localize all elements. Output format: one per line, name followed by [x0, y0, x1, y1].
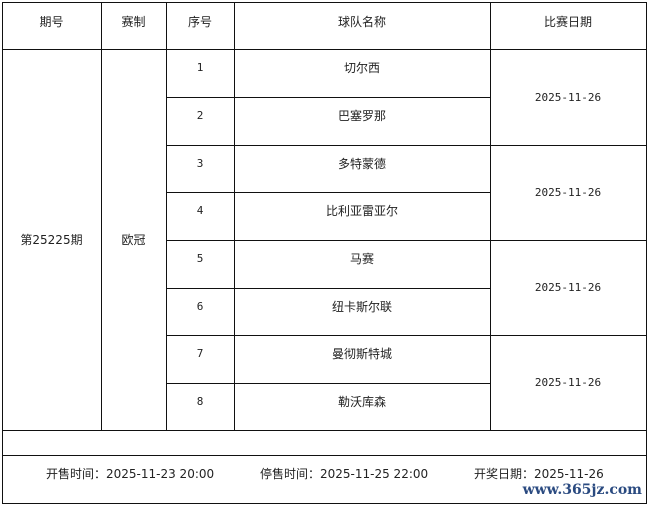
- border: [234, 288, 490, 289]
- border: [490, 2, 491, 431]
- border: [166, 288, 234, 289]
- team-no: 5: [196, 251, 204, 265]
- sale-start-time: 开售时间：2025-11-23 20:00: [46, 467, 215, 481]
- match-date: 2025-11-26: [534, 90, 602, 104]
- sale-end-time: 停售时间：2025-11-25 22:00: [260, 467, 429, 481]
- border: [2, 49, 647, 50]
- team-no: 4: [196, 203, 204, 217]
- team-no: 3: [196, 156, 204, 170]
- watermark: www.365jz.com: [522, 482, 642, 498]
- border: [166, 192, 234, 193]
- border: [166, 383, 234, 384]
- border: [234, 192, 490, 193]
- border: [166, 97, 234, 98]
- border: [2, 503, 647, 504]
- border: [166, 145, 647, 146]
- border: [234, 97, 490, 98]
- header-issue: 期号: [39, 14, 64, 29]
- border: [101, 2, 102, 431]
- border: [166, 335, 647, 336]
- team-name: 曼彻斯特城: [331, 346, 392, 361]
- issue-cell: 第25225期: [20, 233, 83, 247]
- header-team: 球队名称: [337, 14, 386, 29]
- border: [646, 2, 647, 504]
- border: [234, 2, 235, 431]
- match-date: 2025-11-26: [534, 186, 602, 199]
- team-no: 6: [196, 299, 204, 313]
- team-name: 切尔西: [343, 60, 380, 75]
- team-no: 8: [196, 394, 204, 408]
- team-name: 巴塞罗那: [337, 108, 386, 123]
- team-name: 马赛: [349, 251, 374, 266]
- border: [2, 2, 3, 504]
- team-no: 7: [196, 346, 204, 360]
- border: [234, 383, 490, 384]
- border: [166, 2, 167, 431]
- draw-date: 开奖日期：2025-11-26: [474, 467, 604, 481]
- border: [166, 240, 647, 241]
- team-no: 2: [196, 108, 204, 122]
- format-cell: 欧冠: [121, 233, 146, 247]
- team-name: 纽卡斯尔联: [331, 299, 392, 314]
- header-no: 序号: [187, 14, 212, 29]
- header-date: 比赛日期: [543, 14, 592, 29]
- header-format: 赛制: [121, 14, 146, 29]
- team-name: 比利亚雷亚尔: [325, 203, 398, 218]
- border: [2, 455, 647, 456]
- border: [2, 430, 647, 431]
- match-date: 2025-11-26: [534, 281, 602, 294]
- team-name: 多特蒙德: [337, 156, 386, 171]
- border: [2, 2, 647, 3]
- match-date: 2025-11-26: [534, 376, 602, 389]
- team-name: 勒沃库森: [337, 394, 386, 409]
- team-no: 1: [196, 60, 204, 74]
